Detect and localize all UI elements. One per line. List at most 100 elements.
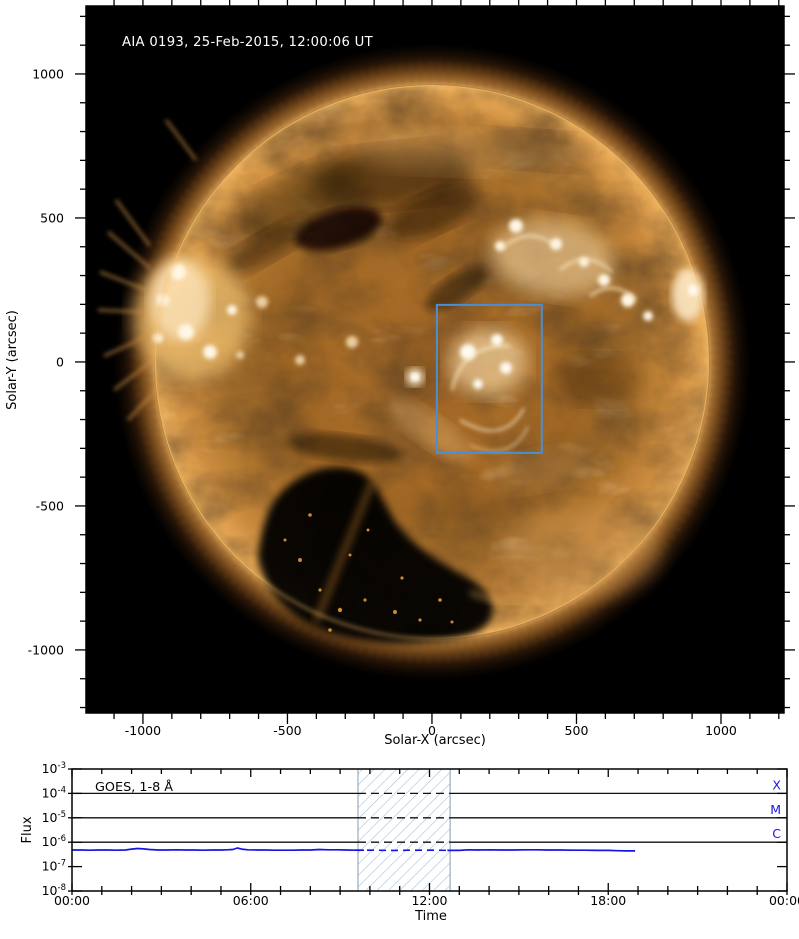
goes-flux-line [447,848,636,852]
goes-plot-panel[interactable]: XMC 00:0006:0012:0018:0000:0010-310-410-… [20,761,799,924]
sun-feature [387,185,477,241]
goes-y-tick-label: 10-4 [42,785,66,800]
sun-coronal-hole [258,467,493,644]
sun-knot [411,373,419,381]
sun-dark-filament [294,207,382,251]
sun-knot [170,264,186,280]
sun-bright-point [450,620,454,624]
goes-y-axis-label: Flux [20,816,35,843]
goes-y-tick-exponent: -3 [58,761,66,771]
solar-map-axes: -1000 -500 0 500 1000 -1000 -500 0 500 1000 [28,0,795,738]
goes-legend: GOES, 1-8 Å [95,779,173,795]
sun-bright-point [348,553,352,557]
goes-y-tick-label: 10-7 [42,859,66,874]
sun-feature [150,260,210,340]
sun-bright-point [393,610,397,614]
goes-x-tick-label: 00:00 [54,893,90,908]
goes-y-tick-base: 10 [42,785,58,800]
sun-limb-ring [154,84,710,640]
sun-spike [106,230,152,270]
sun-knot [227,305,237,315]
fov-layer[interactable] [435,303,543,454]
sun-knot [621,293,635,307]
sun-feature [312,480,376,624]
sun-knot [346,336,358,348]
sun-knot [491,334,503,346]
sun-ar-knots [236,296,358,365]
sun-feature [287,433,403,463]
sun-knot [509,219,523,233]
goes-y-tick-label: 10-8 [42,883,66,898]
sun-limb-spikes-east [97,118,198,422]
sun-spike [103,334,149,358]
sun-knot [598,274,610,286]
sun-bright-point [328,628,332,632]
goes-x-tick-label: 18:00 [590,893,626,908]
solar-map-title: AIA 0193, 25-Feb-2015, 12:00:06 UT [122,35,374,50]
sun-bright-point [363,598,367,602]
sun-bright-point [318,588,322,592]
solar-map-frame [85,5,785,714]
sun-active-region-center [448,328,528,396]
solar-map-panel[interactable]: -1000 -500 0 500 1000 -1000 -500 0 500 1000 AIA 0… [5,0,795,748]
solar-y-tick-label: 500 [40,210,64,225]
sun-spike [112,356,158,392]
goes-x-tick-label: 00:00 [769,893,799,908]
sun-bright-points [283,513,454,632]
sun-feature [425,265,489,311]
goes-flux-line [72,847,364,852]
goes-y-tick-label: 10-3 [42,761,66,776]
sun-art [97,42,752,682]
sun-knot [500,362,512,374]
sun-bright-point [438,598,442,602]
fov-rectangle[interactable] [435,303,543,454]
solar-x-tick-label: 0 [428,723,436,738]
sun-loops [499,234,637,301]
sun-ar-knots [460,334,512,389]
sun-spike [164,118,198,162]
goes-y-tick-label: 10-5 [42,810,66,825]
sun-feature [469,583,592,607]
sun-spike [97,308,145,314]
sun-feature [556,356,640,404]
sun-knot [256,296,268,308]
goes-y-tick-base: 10 [42,810,58,825]
goes-y-tick-base: 10 [42,883,58,898]
sun-feature [388,398,472,462]
sun-knot [295,355,305,365]
sun-active-region-nw [490,219,614,297]
sun-knot [203,345,217,359]
sun-knot [178,324,194,340]
goes-y-tick-base: 10 [42,859,58,874]
solar-x-axis-label: Solar-X (arcsec) [384,733,486,748]
goes-y-tick-exponent: -7 [58,859,66,869]
goes-y-tick-exponent: -6 [58,834,66,844]
sun-bright-point [308,513,312,517]
sun-loops [450,344,529,452]
solar-x-tick-label: 1000 [705,723,737,738]
sun-loop [459,407,526,432]
solar-x-tick-label: -1000 [125,723,161,738]
goes-flux-layer [72,847,636,852]
goes-y-tick-base: 10 [42,834,58,849]
sun-loop [450,344,511,391]
goes-x-tick-label: 06:00 [233,893,269,908]
class-label-M: M [770,802,781,817]
sun-bright-point [337,607,343,613]
goes-x-tick-label: 12:00 [411,893,447,908]
sun-feature [355,129,565,175]
goes-y-tick-exponent: -4 [58,785,66,795]
sun-feature [235,161,365,239]
sun-knot [643,311,653,321]
sun-bright-point [366,528,370,532]
sun-loop [559,258,613,273]
goes-y-tick-exponent: -5 [58,810,66,820]
goes-axes: 00:0006:0012:0018:0000:0010-310-410-510-… [42,761,799,908]
sun-loop [589,286,637,301]
sun-bright-point [298,558,302,562]
sun-feature [225,218,311,274]
solar-y-tick-label: 1000 [32,66,64,81]
sun-knot [236,351,244,359]
sun-ar-knots [153,264,237,359]
